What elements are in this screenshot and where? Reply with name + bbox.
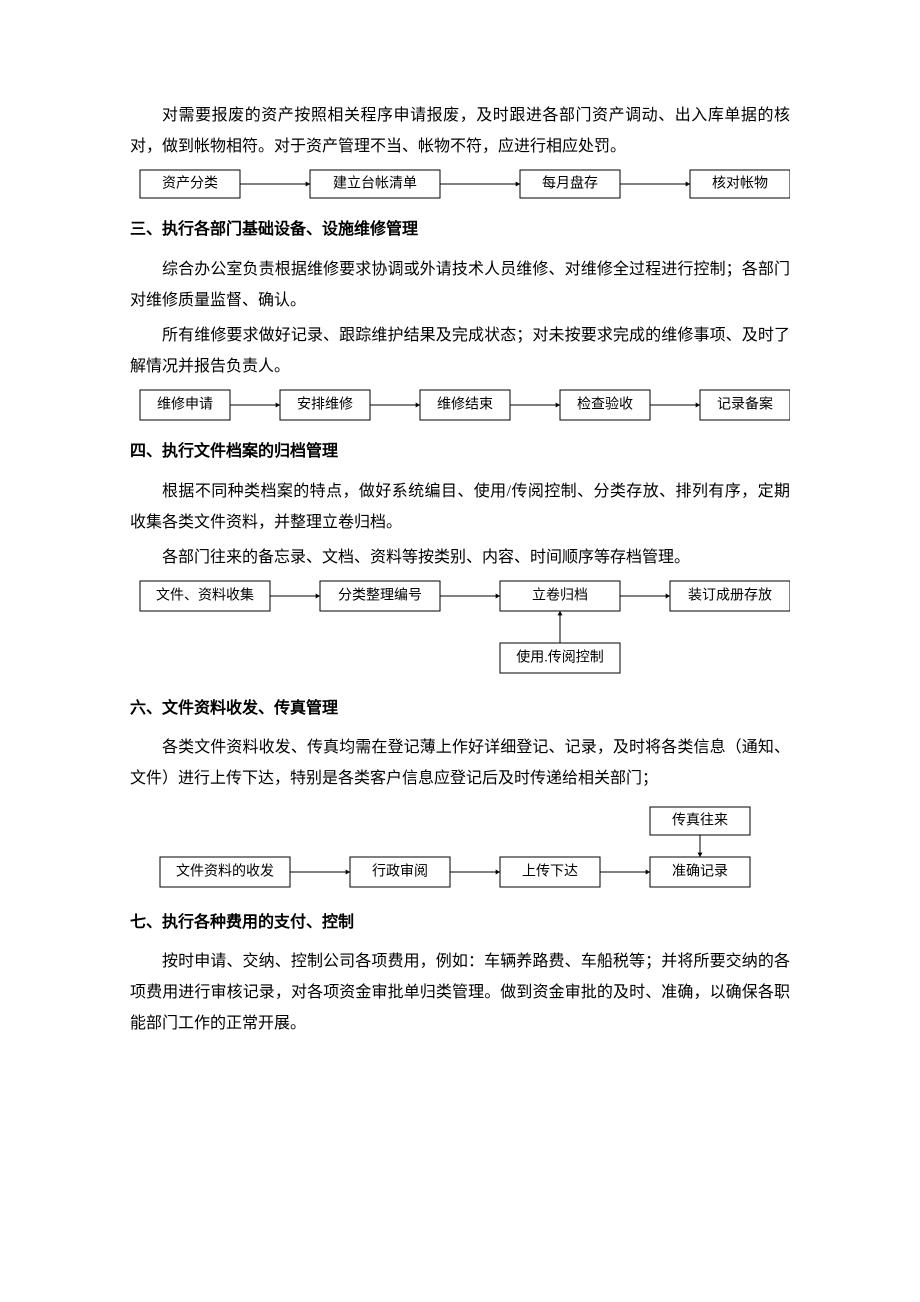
- svg-text:检查验收: 检查验收: [577, 397, 633, 413]
- svg-text:分类整理编号: 分类整理编号: [338, 588, 422, 604]
- svg-text:装订成册存放: 装订成册存放: [688, 588, 772, 604]
- sec4-p1: 根据不同种类档案的特点，做好系统编目、使用/传阅控制、分类存放、排列有序，定期收…: [130, 476, 790, 538]
- svg-text:核对帐物: 核对帐物: [712, 176, 768, 192]
- svg-text:安排维修: 安排维修: [297, 397, 353, 413]
- flowchart-fax: 文件资料的收发 行政审阅 上传下达 准确记录 传真往来: [130, 801, 790, 893]
- flowchart-maintenance: 维修申请 安排维修 维修结束 检查验收 记录备案: [130, 388, 790, 422]
- svg-text:每月盘存: 每月盘存: [542, 175, 598, 192]
- svg-text:维修结束: 维修结束: [437, 397, 493, 413]
- heading-sec3: 三、执行各部门基础设备、设施维修管理: [130, 214, 790, 245]
- svg-text:准确记录: 准确记录: [672, 863, 728, 879]
- flowchart-archive: 文件、资料收集 分类整理编号 立卷归档 装订成册存放使用.传阅控制: [130, 579, 790, 679]
- svg-text:记录备案: 记录备案: [717, 396, 773, 413]
- heading-sec6: 六、文件资料收发、传真管理: [130, 693, 790, 724]
- sec3-p2: 所有维修要求做好记录、跟踪维护结果及完成状态；对未按要求完成的维修事项、及时了解…: [130, 320, 790, 382]
- svg-text:维修申请: 维修申请: [157, 397, 213, 413]
- heading-sec7: 七、执行各种费用的支付、控制: [130, 907, 790, 938]
- intro-paragraph: 对需要报废的资产按照相关程序申请报废，及时跟进各部门资产调动、出入库单据的核对，…: [130, 100, 790, 162]
- sec6-p1: 各类文件资料收发、传真均需在登记薄上作好详细登记、记录，及时将各类信息（通知、文…: [130, 732, 790, 794]
- svg-text:文件资料的收发: 文件资料的收发: [176, 863, 274, 879]
- svg-text:建立台帐清单: 建立台帐清单: [333, 176, 417, 192]
- sec7-p1: 按时申请、交纳、控制公司各项费用，例如：车辆养路费、车船税等；并将所要交纳的各项…: [130, 946, 790, 1040]
- svg-text:上传下达: 上传下达: [522, 863, 578, 879]
- sec4-p2: 各部门往来的备忘录、文档、资料等按类别、内容、时间顺序等存档管理。: [130, 542, 790, 573]
- svg-text:使用.传阅控制: 使用.传阅控制: [516, 649, 604, 666]
- svg-text:文件、资料收集: 文件、资料收集: [156, 587, 254, 604]
- sec3-p1: 综合办公室负责根据维修要求协调或外请技术人员维修、对维修全过程进行控制；各部门对…: [130, 254, 790, 316]
- heading-sec4: 四、执行文件档案的归档管理: [130, 436, 790, 467]
- svg-text:传真往来: 传真往来: [672, 812, 728, 828]
- flowchart-asset: 资产分类 建立台帐清单 每月盘存 核对帐物: [130, 168, 790, 200]
- svg-text:资产分类: 资产分类: [162, 176, 218, 192]
- svg-text:立卷归档: 立卷归档: [532, 587, 588, 604]
- svg-text:行政审阅: 行政审阅: [372, 863, 428, 879]
